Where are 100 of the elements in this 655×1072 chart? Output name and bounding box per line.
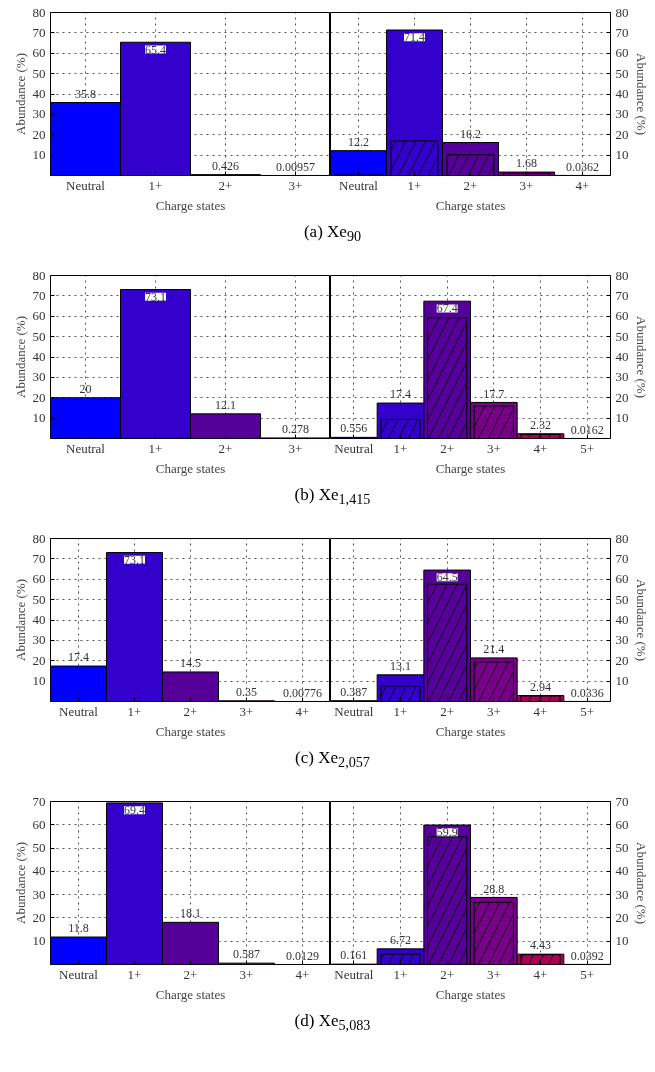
y-tick-label: 80 [615,4,629,20]
y-tick-label: 30 [615,106,629,122]
data-label: 0.0162 [570,422,604,437]
x-axis-title: Charge states [155,197,226,213]
x-tick-label: 4+ [295,703,310,719]
y-axis-title: Abundance (%) [12,842,28,924]
data-label: 67.4 [436,301,458,316]
data-label: 28.8 [483,881,505,896]
data-label: 4.43 [530,938,551,953]
y-tick-label: 40 [615,863,629,879]
x-tick-label: 1+ [393,966,408,982]
x-axis-title: Charge states [435,986,506,1002]
data-label: 0.426 [212,158,239,173]
y-tick-label: 50 [32,591,46,607]
data-label: 21.4 [483,642,505,657]
x-tick-label: 4+ [533,966,548,982]
data-label: 0.387 [340,684,368,699]
x-axis-title: Charge states [155,986,226,1002]
y-tick-label: 20 [32,652,46,668]
data-label: 0.0362 [566,159,599,174]
text: (d) Xe$_{5,083}$ [293,1010,372,1036]
x-tick-label: 3+ [519,177,534,193]
y-tick-label: 30 [615,886,629,902]
x-axis-title: Charge states [435,723,506,739]
x-tick-label: 3+ [288,177,303,193]
x-tick-label: 2+ [183,703,198,719]
y-tick-label: 10 [32,933,46,949]
y-tick-label: 40 [32,86,46,101]
y-tick-label: 50 [615,65,629,81]
y-tick-label: 40 [615,612,629,627]
data-label: 2.32 [530,417,551,432]
data-label: 14.5 [180,656,201,671]
y-tick-label: 30 [615,632,629,648]
x-tick-label: 3+ [486,966,501,982]
x-tick-label: 2+ [183,966,198,982]
y-tick-label: 40 [32,612,46,627]
y-tick-label: 70 [32,287,46,303]
x-tick-label: 1+ [127,703,142,719]
y-tick-label: 30 [615,369,629,385]
x-tick-label: 4+ [295,966,310,982]
x-tick-label: Neutral [339,177,379,193]
data-label: 0.587 [233,947,260,962]
x-tick-label: 2+ [463,177,478,193]
x-tick-label: 5+ [580,440,595,456]
y-tick-label: 80 [32,4,46,20]
y-tick-label: 40 [615,86,629,101]
data-label: 13.1 [390,658,411,673]
y-tick-label: 60 [32,308,46,324]
data-label: 2.94 [530,679,551,694]
data-label: 6.72 [390,932,411,947]
y-tick-label: 50 [615,840,629,856]
data-label: 73.1 [145,289,166,304]
data-label: 12.1 [215,397,236,412]
data-label: 0.35 [236,684,257,699]
y-tick-label: 70 [615,24,629,40]
y-tick-label: 30 [32,369,46,385]
x-tick-label: 1+ [148,440,163,456]
y-tick-label: 10 [32,410,46,426]
x-tick-label: Neutral [334,440,374,456]
y-tick-label: 80 [32,530,46,546]
y-axis-title: Abundance (%) [633,316,649,398]
x-tick-label: Neutral [59,703,99,719]
y-tick-label: 70 [32,793,46,809]
y-tick-label: 70 [615,287,629,303]
y-tick-label: 60 [615,816,629,832]
y-tick-label: 50 [615,591,629,607]
y-tick-label: 70 [615,793,629,809]
x-tick-label: Neutral [334,703,374,719]
x-tick-label: 2+ [218,177,233,193]
data-label: 0.556 [340,421,368,436]
x-tick-label: 2+ [440,966,455,982]
text: (b) Xe$_{1,415}$ [293,484,372,510]
y-tick-label: 60 [32,571,46,587]
x-tick-label: 4+ [575,177,590,193]
x-tick-label: 3+ [486,440,501,456]
data-label: 0.0129 [286,948,319,963]
text: (a) Xe$_{90}$ [302,221,363,247]
y-tick-label: 10 [615,933,629,949]
x-tick-label: 1+ [393,440,408,456]
data-label: 16.2 [460,126,481,141]
x-tick-label: 3+ [288,440,303,456]
x-axis-title: Charge states [435,197,506,213]
x-tick-label: 1+ [407,177,422,193]
y-axis-title: Abundance (%) [12,53,28,135]
data-label: 69.4 [124,803,145,818]
y-tick-label: 10 [32,147,46,163]
data-label: 0.0392 [570,948,604,963]
y-tick-label: 60 [615,308,629,324]
y-axis-title: Abundance (%) [12,579,28,661]
y-tick-label: 60 [615,571,629,587]
data-label: 71.4 [404,30,425,45]
data-label: 0.00957 [276,159,315,174]
data-label: 0.161 [340,948,368,963]
data-label: 17.4 [390,387,411,402]
y-axis-title: Abundance (%) [12,316,28,398]
x-tick-label: 2+ [440,703,455,719]
data-label: 18.1 [180,906,201,921]
data-label: 59.9 [436,825,458,840]
y-tick-label: 20 [32,389,46,405]
y-tick-label: 20 [32,126,46,142]
